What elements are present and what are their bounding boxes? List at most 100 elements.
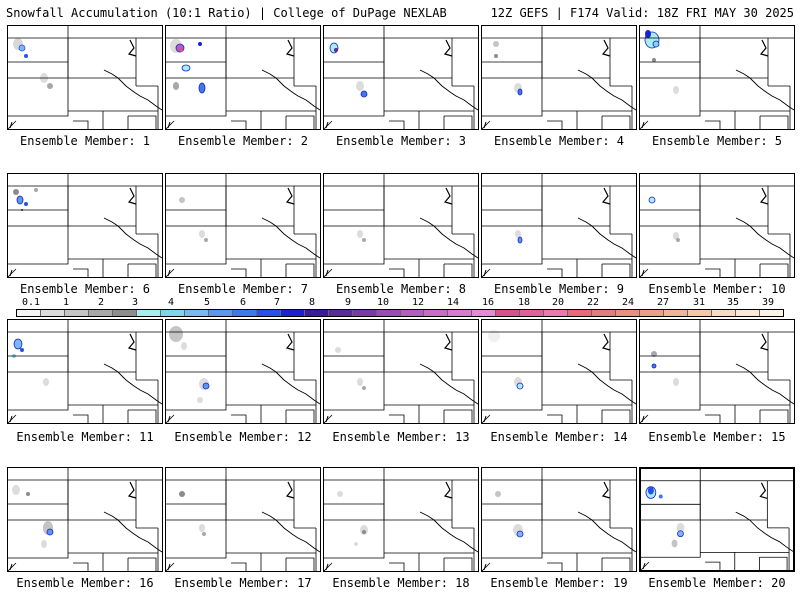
ensemble-member-label: Ensemble Member: 4 xyxy=(493,134,625,148)
ensemble-map-panel xyxy=(481,25,637,130)
ensemble-member-label: Ensemble Member: 19 xyxy=(490,576,628,590)
snowfall-shading xyxy=(179,197,208,242)
state-borders xyxy=(8,468,162,571)
snowfall-shading xyxy=(357,230,366,242)
legend-swatch xyxy=(208,310,233,316)
snowfall-shading xyxy=(169,326,210,403)
state-borders xyxy=(640,26,794,129)
ensemble-map-panel xyxy=(323,25,479,130)
state-boundary-map xyxy=(8,174,162,277)
legend-swatch xyxy=(544,310,569,316)
state-borders xyxy=(324,174,478,277)
legend-swatch xyxy=(64,310,89,316)
state-borders xyxy=(324,320,478,423)
ensemble-map-panel xyxy=(481,173,637,278)
legend-swatch xyxy=(568,310,593,316)
legend-swatch xyxy=(664,310,689,316)
ensemble-map-panel xyxy=(639,319,795,424)
ensemble-member-label: Ensemble Member: 1 xyxy=(19,134,151,148)
state-borders xyxy=(8,320,162,423)
state-boundary-map xyxy=(324,174,478,277)
legend-tick-label: 35 xyxy=(726,297,740,308)
legend-swatch xyxy=(736,310,761,316)
state-borders xyxy=(640,320,794,423)
state-boundary-map xyxy=(482,320,636,423)
state-borders xyxy=(8,26,162,129)
legend-swatch xyxy=(88,310,113,316)
state-borders xyxy=(324,26,478,129)
legend-tick-label: 10 xyxy=(376,297,390,308)
state-borders xyxy=(640,174,794,277)
state-borders xyxy=(324,468,478,571)
legend-swatch xyxy=(40,310,65,316)
legend-swatch xyxy=(472,310,497,316)
legend-tick-label: 2 xyxy=(97,297,105,308)
ensemble-member-label: Ensemble Member: 18 xyxy=(332,576,470,590)
legend-swatch xyxy=(640,310,665,316)
ensemble-map-panel xyxy=(481,467,637,572)
legend-tick-label: 9 xyxy=(344,297,352,308)
legend-swatch xyxy=(448,310,473,316)
legend-tick-label: 12 xyxy=(411,297,425,308)
legend-tick-label: 18 xyxy=(517,297,531,308)
state-boundary-map xyxy=(324,320,478,423)
snowfall-color-legend xyxy=(16,309,784,317)
snowfall-shading xyxy=(12,485,54,548)
state-boundary-map xyxy=(8,468,162,571)
legend-swatch xyxy=(376,310,401,316)
ensemble-member-label: Ensemble Member: 8 xyxy=(335,282,467,296)
state-boundary-map xyxy=(166,468,320,571)
legend-swatch xyxy=(616,310,641,316)
state-borders xyxy=(166,468,320,571)
legend-tick-label: 7 xyxy=(273,297,281,308)
legend-swatch xyxy=(760,310,783,316)
snowfall-shading xyxy=(493,41,523,96)
ensemble-member-label: Ensemble Member: 12 xyxy=(174,430,312,444)
ensemble-map-panel xyxy=(323,319,479,424)
legend-swatch xyxy=(280,310,305,316)
snowfall-shading xyxy=(645,486,685,548)
legend-swatch xyxy=(520,310,545,316)
ensemble-map-panel xyxy=(639,25,795,130)
snowfall-shading xyxy=(329,42,368,98)
ensemble-map-panel xyxy=(639,173,795,278)
state-borders xyxy=(166,174,320,277)
legend-tick-label: 6 xyxy=(239,297,247,308)
snowfall-shading xyxy=(13,188,38,211)
snowfall-shading xyxy=(179,491,206,536)
snowfall-shading xyxy=(170,39,206,94)
snowfall-shading xyxy=(337,491,368,546)
ensemble-map-panel xyxy=(165,173,321,278)
state-boundary-map xyxy=(640,174,794,277)
state-boundary-map xyxy=(166,174,320,277)
state-borders xyxy=(482,468,636,571)
legend-tick-label: 3 xyxy=(131,297,139,308)
legend-tick-label: 24 xyxy=(621,297,635,308)
legend-tick-label: 5 xyxy=(203,297,211,308)
ensemble-member-label: Ensemble Member: 16 xyxy=(16,576,154,590)
state-boundary-map xyxy=(166,26,320,129)
state-boundary-map xyxy=(324,26,478,129)
legend-tick-label: 27 xyxy=(656,297,670,308)
state-borders xyxy=(482,174,636,277)
legend-swatch xyxy=(496,310,521,316)
legend-swatch xyxy=(184,310,209,316)
legend-swatch xyxy=(328,310,353,316)
state-borders xyxy=(166,320,320,423)
state-boundary-map xyxy=(640,320,794,423)
legend-tick-label: 22 xyxy=(586,297,600,308)
snowfall-shading xyxy=(13,38,53,89)
legend-swatch xyxy=(160,310,185,316)
snowfall-shading xyxy=(648,196,680,242)
state-borders xyxy=(482,320,636,423)
ensemble-map-panel xyxy=(7,173,163,278)
ensemble-member-label: Ensemble Member: 14 xyxy=(490,430,628,444)
ensemble-member-label: Ensemble Member: 6 xyxy=(19,282,151,296)
ensemble-map-panel xyxy=(7,25,163,130)
state-boundary-map xyxy=(166,320,320,423)
map-title: Snowfall Accumulation (10:1 Ratio) | Col… xyxy=(6,6,447,20)
ensemble-member-label: Ensemble Member: 10 xyxy=(648,282,786,296)
snowfall-shading xyxy=(488,330,524,390)
ensemble-member-label: Ensemble Member: 2 xyxy=(177,134,309,148)
ensemble-member-label: Ensemble Member: 3 xyxy=(335,134,467,148)
